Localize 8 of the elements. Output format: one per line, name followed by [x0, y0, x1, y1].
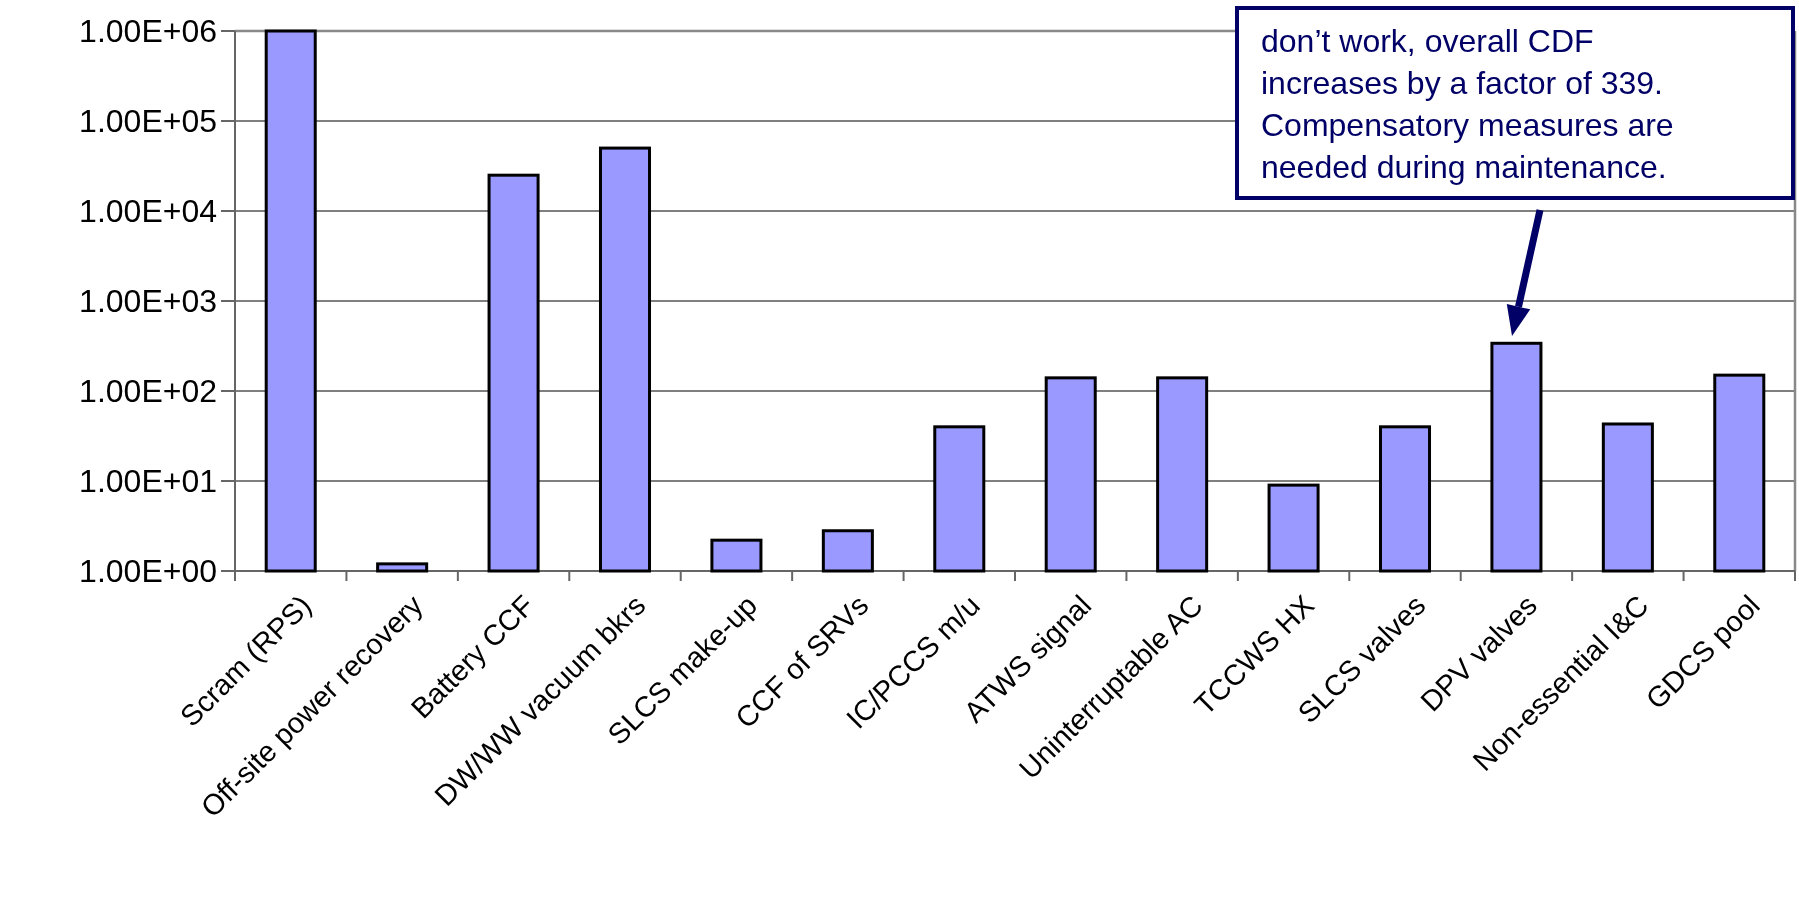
y-tick-label: 1.00E+00 — [79, 553, 217, 590]
y-tick-label: 1.00E+02 — [79, 373, 217, 410]
y-tick-label: 1.00E+05 — [79, 103, 217, 140]
y-tick-label: 1.00E+03 — [79, 283, 217, 320]
y-tick-label: 1.00E+01 — [79, 463, 217, 500]
y-tick-label: 1.00E+04 — [79, 193, 217, 230]
y-tick-label: 1.00E+06 — [79, 13, 217, 50]
annotation: don’t work, overall CDF increases by a factor of 339. Compensatory measures are needed during maintenance. — [1261, 23, 1674, 185]
